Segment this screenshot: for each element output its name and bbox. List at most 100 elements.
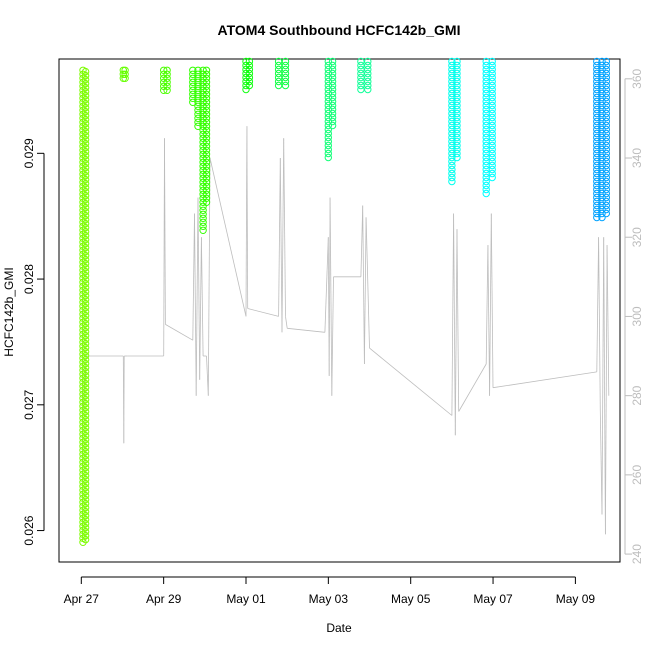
data-point	[328, 117, 337, 126]
data-point	[202, 118, 211, 127]
data-point	[593, 145, 601, 154]
data-point	[453, 65, 461, 74]
data-point	[593, 181, 601, 190]
data-point	[245, 61, 254, 70]
data-point	[602, 205, 610, 214]
data-point	[81, 427, 90, 436]
data-point	[242, 85, 250, 94]
data-point	[598, 181, 606, 190]
data-point	[202, 110, 211, 119]
y-tick-label: 0.026	[22, 515, 36, 545]
data-point	[593, 73, 601, 82]
data-point	[194, 66, 202, 75]
data-point	[324, 89, 332, 98]
data-point	[324, 97, 332, 106]
data-point	[598, 125, 606, 134]
secondary-line-segment	[360, 205, 364, 277]
data-point	[598, 65, 606, 74]
data-point	[598, 209, 606, 218]
data-point	[448, 61, 456, 70]
secondary-line-segment	[278, 157, 281, 317]
data-point	[598, 197, 606, 206]
data-point	[364, 57, 372, 66]
secondary-line-segment	[453, 213, 456, 436]
data-point	[453, 141, 461, 150]
data-point	[357, 69, 365, 78]
data-point	[202, 134, 211, 143]
data-point	[602, 89, 610, 98]
data-point	[482, 185, 490, 194]
data-point	[81, 219, 90, 228]
data-point	[598, 93, 606, 102]
data-point	[81, 255, 90, 264]
data-point	[602, 201, 610, 210]
data-point	[488, 105, 496, 114]
data-point	[593, 129, 601, 138]
data-point	[81, 363, 90, 372]
secondary-series-layer	[82, 126, 610, 535]
data-point	[448, 57, 456, 66]
data-point	[81, 471, 90, 480]
data-point	[189, 98, 197, 107]
data-point	[602, 133, 610, 142]
data-point	[593, 109, 601, 118]
secondary-line-segment	[362, 205, 365, 365]
data-point	[81, 231, 90, 240]
data-point	[81, 151, 90, 160]
data-point	[488, 129, 496, 138]
data-point	[81, 99, 90, 108]
data-point	[598, 205, 606, 214]
data-point	[328, 97, 337, 106]
data-point	[202, 82, 211, 91]
data-point	[448, 113, 456, 122]
data-point	[199, 226, 207, 235]
data-point	[81, 283, 90, 292]
data-point	[357, 77, 365, 86]
right-y-tick-label: 300	[630, 306, 644, 326]
data-point	[274, 77, 283, 86]
data-point	[202, 150, 211, 159]
data-point	[274, 81, 283, 90]
data-point	[324, 65, 332, 74]
data-point	[81, 143, 90, 152]
data-point	[364, 81, 372, 90]
data-point	[488, 65, 496, 74]
data-point-column	[357, 57, 365, 94]
data-point	[194, 78, 202, 87]
data-point	[593, 137, 601, 146]
data-point	[324, 61, 332, 70]
data-point-column	[119, 66, 128, 83]
data-point-column	[602, 57, 610, 218]
data-point	[81, 147, 90, 156]
data-point	[598, 161, 606, 170]
data-point	[328, 109, 337, 118]
data-point	[448, 149, 456, 158]
right-y-tick-label: 260	[630, 465, 644, 485]
data-point	[482, 181, 490, 190]
data-point	[81, 95, 90, 104]
data-point	[453, 129, 461, 138]
data-point	[328, 101, 337, 110]
data-point	[488, 169, 496, 178]
x-axis: Apr 27 Apr 29 May 01 May 03 May 05 May 07 May …	[64, 576, 595, 606]
data-point-column	[453, 57, 461, 162]
data-point	[488, 125, 496, 134]
secondary-line-segment	[192, 213, 195, 341]
y-axis-label: HCFC142b_GMI	[2, 267, 16, 356]
data-point	[324, 153, 332, 162]
data-point	[202, 66, 211, 75]
data-point	[364, 85, 372, 94]
data-point	[488, 121, 496, 130]
data-point	[194, 118, 202, 127]
data-point	[328, 93, 337, 102]
data-point	[189, 78, 197, 87]
data-point	[602, 197, 610, 206]
data-point	[163, 82, 171, 91]
data-point	[488, 173, 496, 182]
secondary-line-segment	[456, 229, 460, 412]
data-point	[81, 423, 90, 432]
data-point	[593, 69, 601, 78]
data-point	[81, 107, 90, 116]
